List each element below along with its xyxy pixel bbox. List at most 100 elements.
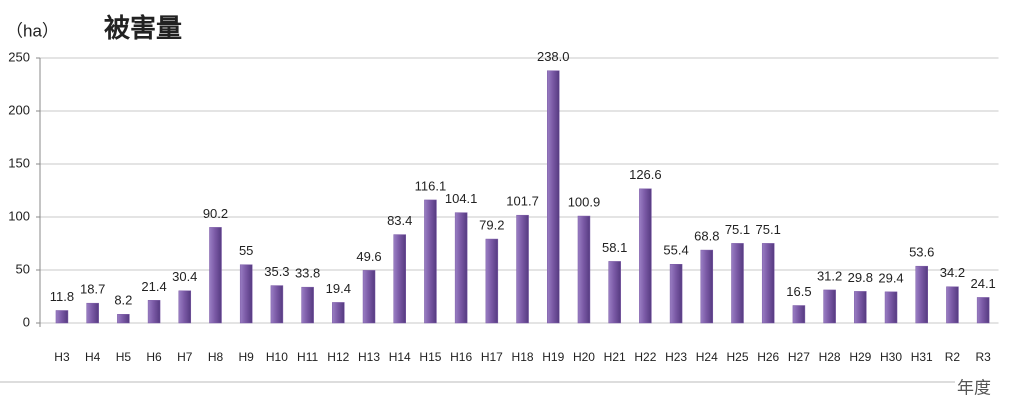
bar — [731, 243, 744, 324]
y-tick-label: 0 — [23, 314, 30, 329]
bar — [454, 212, 468, 324]
x-tick-label: H22 — [634, 350, 656, 364]
x-tick-label: H13 — [358, 350, 380, 364]
bar — [547, 70, 560, 324]
x-tick-label: H11 — [297, 350, 318, 364]
x-tick-label: H20 — [573, 350, 595, 364]
x-tick-label: H18 — [512, 350, 534, 364]
bar — [639, 188, 652, 324]
bar — [332, 302, 345, 324]
bar — [915, 265, 928, 324]
y-tick-label: 200 — [8, 102, 30, 117]
x-tick-label: H9 — [239, 350, 255, 364]
x-tick-label: R2 — [945, 350, 961, 364]
bar — [516, 214, 529, 324]
y-tick-label: 100 — [8, 208, 30, 223]
bar — [424, 199, 437, 324]
data-label: 238.0 — [537, 49, 570, 64]
bar — [976, 297, 990, 324]
data-label: 75.1 — [725, 222, 750, 237]
bar — [301, 286, 314, 324]
y-tick-label: 250 — [8, 49, 30, 64]
x-tick-label: H8 — [208, 350, 224, 364]
bar — [178, 290, 192, 324]
x-tick-label: H28 — [819, 350, 841, 364]
x-tick-label: H21 — [604, 350, 626, 364]
x-tick-label: H29 — [849, 350, 871, 364]
x-tick-label: H17 — [481, 350, 503, 364]
x-tick-label: H26 — [757, 350, 779, 364]
bar — [362, 270, 376, 324]
data-label: 29.4 — [878, 270, 903, 285]
x-tick-label: H23 — [665, 350, 687, 364]
bar — [700, 249, 714, 324]
x-tick-label: H27 — [788, 350, 810, 364]
data-label: 116.1 — [415, 178, 447, 193]
bar — [577, 215, 591, 324]
data-label: 11.8 — [50, 289, 74, 304]
x-tick-label: H15 — [419, 350, 441, 364]
x-tick-label: H7 — [177, 350, 193, 364]
data-label: 55.4 — [663, 243, 688, 258]
data-label: 55 — [239, 243, 253, 258]
y-tick-label: 150 — [8, 155, 30, 170]
bar — [608, 261, 621, 324]
x-tick-label: H4 — [85, 350, 101, 364]
data-label: 75.1 — [756, 222, 781, 237]
x-tick-label: H10 — [266, 350, 288, 364]
x-tick-label: H6 — [146, 350, 162, 364]
data-label: 8.2 — [114, 293, 132, 308]
data-label: 58.1 — [602, 240, 627, 255]
data-label: 33.8 — [295, 266, 320, 281]
bar — [393, 234, 406, 324]
data-label: 34.2 — [940, 265, 965, 280]
x-axis-label: 年度 — [957, 378, 991, 397]
x-tick-label: H25 — [726, 350, 748, 364]
data-label: 101.7 — [506, 194, 539, 209]
chart-title: 被害量 — [104, 13, 182, 43]
x-tick-label: H31 — [911, 350, 933, 364]
bar — [854, 291, 867, 324]
data-label: 29.8 — [848, 270, 873, 285]
x-tick-label: H14 — [389, 350, 411, 364]
x-tick-label: H16 — [450, 350, 472, 364]
x-tick-label: H24 — [696, 350, 718, 364]
bar — [209, 227, 222, 324]
data-label: 18.7 — [80, 282, 105, 297]
data-label: 90.2 — [203, 206, 228, 221]
data-label: 68.8 — [694, 229, 719, 244]
data-label: 104.1 — [445, 191, 478, 206]
bar — [147, 300, 161, 324]
x-tick-label: H30 — [880, 350, 902, 364]
bar — [485, 238, 499, 324]
data-label: 21.4 — [141, 279, 166, 294]
data-label: 83.4 — [387, 213, 412, 228]
bar — [669, 264, 683, 324]
x-tick-label: R3 — [975, 350, 991, 364]
data-label: 79.2 — [479, 217, 504, 232]
data-label: 19.4 — [326, 281, 351, 296]
data-label: 24.1 — [970, 276, 995, 291]
x-tick-label: H12 — [327, 350, 349, 364]
x-tick-label: H3 — [54, 350, 70, 364]
bar — [239, 264, 253, 324]
data-label: 126.6 — [629, 167, 662, 182]
bar — [884, 291, 898, 324]
bar — [55, 310, 69, 324]
y-axis-label: （ha） — [6, 21, 59, 40]
x-tick-label: H19 — [542, 350, 564, 364]
data-label: 49.6 — [356, 249, 381, 264]
x-tick-label: H5 — [116, 350, 132, 364]
bar — [86, 302, 99, 324]
bar — [270, 285, 284, 324]
bar — [792, 305, 806, 324]
bar — [823, 289, 836, 324]
data-label: 16.5 — [786, 284, 811, 299]
bar — [946, 286, 959, 324]
data-label: 35.3 — [264, 264, 289, 279]
data-label: 31.2 — [817, 268, 842, 283]
data-label: 53.6 — [909, 245, 934, 260]
y-tick-label: 50 — [16, 261, 30, 276]
data-label: 100.9 — [568, 194, 601, 209]
